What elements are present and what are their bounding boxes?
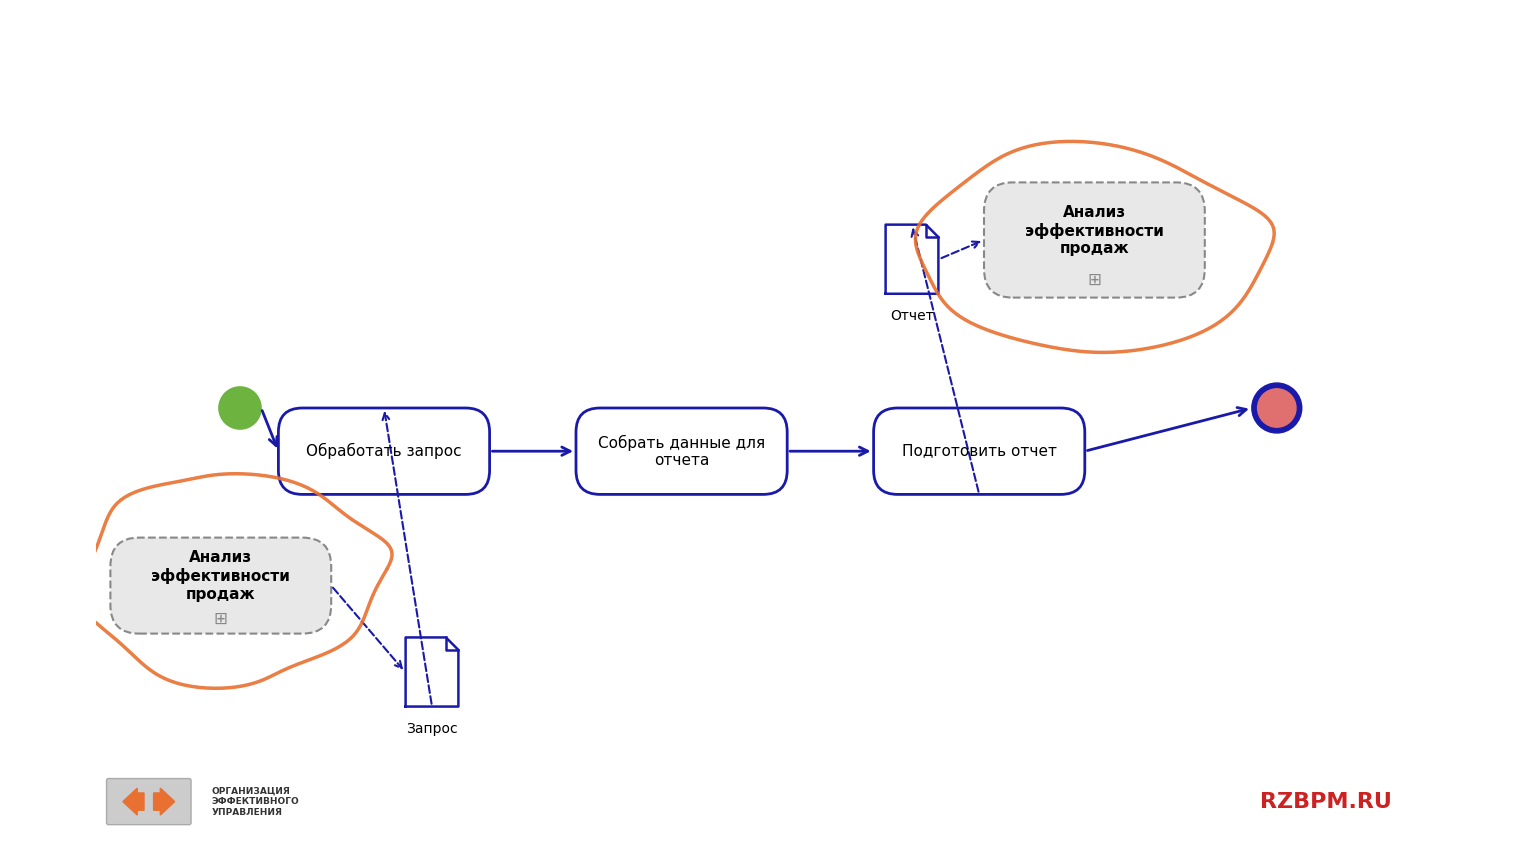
Text: Анализ
эффективности
продаж: Анализ эффективности продаж <box>1025 205 1164 256</box>
Text: Обработать запрос: Обработать запрос <box>306 443 462 460</box>
Text: ЭФФЕКТИВНОГО: ЭФФЕКТИВНОГО <box>212 797 300 806</box>
Text: Подготовить отчет: Подготовить отчет <box>902 444 1057 459</box>
Text: ОРГАНИЗАЦИЯ: ОРГАНИЗАЦИЯ <box>212 786 290 796</box>
Circle shape <box>1252 383 1303 433</box>
Circle shape <box>1258 389 1296 427</box>
Text: ⊞: ⊞ <box>214 610 227 628</box>
FancyArrow shape <box>154 788 175 815</box>
Polygon shape <box>886 225 938 294</box>
FancyBboxPatch shape <box>874 408 1084 494</box>
FancyBboxPatch shape <box>985 182 1204 297</box>
FancyBboxPatch shape <box>278 408 490 494</box>
FancyBboxPatch shape <box>106 778 190 824</box>
Text: ⊞: ⊞ <box>1087 271 1101 289</box>
Text: Анализ
эффективности
продаж: Анализ эффективности продаж <box>152 550 290 601</box>
Text: RZBPM.RU: RZBPM.RU <box>1260 791 1392 811</box>
FancyArrow shape <box>123 788 144 815</box>
Text: Отчет: Отчет <box>891 309 934 323</box>
FancyBboxPatch shape <box>111 537 332 633</box>
Polygon shape <box>406 638 458 707</box>
Text: Запрос: Запрос <box>406 722 458 736</box>
Text: Собрать данные для
отчета: Собрать данные для отчета <box>598 435 765 468</box>
Text: УПРАВЛЕНИЯ: УПРАВЛЕНИЯ <box>212 808 283 816</box>
FancyBboxPatch shape <box>576 408 788 494</box>
Circle shape <box>220 387 261 429</box>
